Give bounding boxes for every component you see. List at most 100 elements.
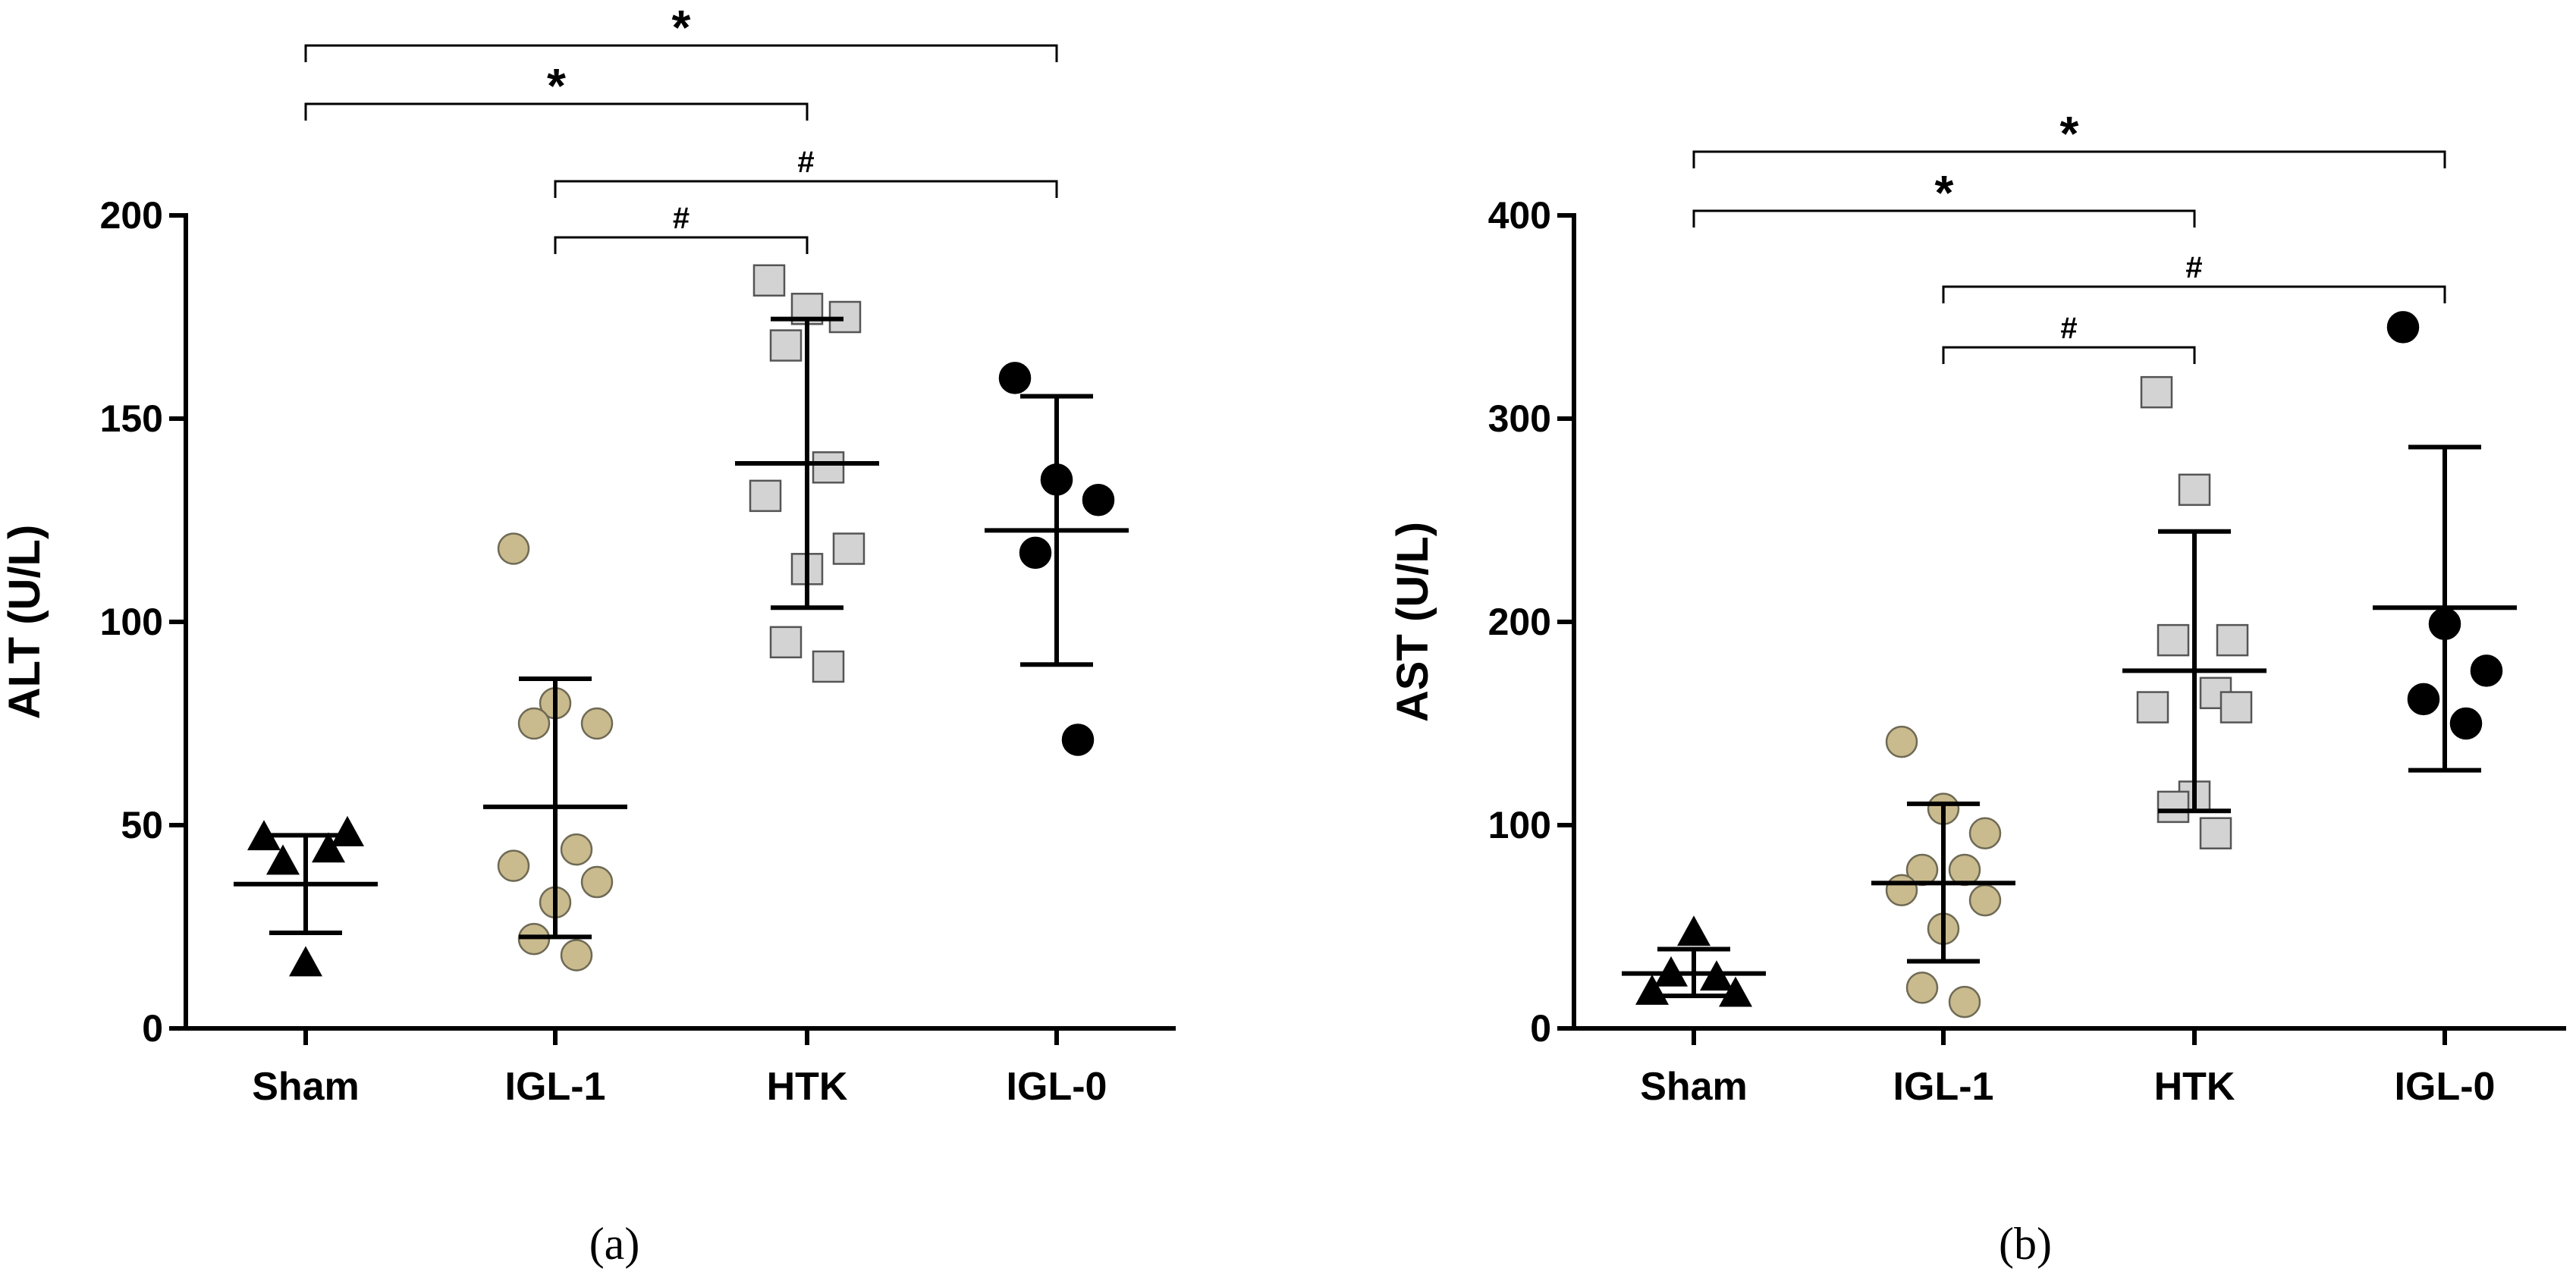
group-igl-1: [483, 532, 627, 972]
significance-bracket: #: [554, 146, 1058, 198]
data-point: [1968, 884, 2002, 917]
significance-bracket: #: [554, 202, 809, 254]
x-tick-label: Sham: [1640, 1065, 1748, 1109]
y-tick-label: 200: [1488, 601, 1551, 643]
data-point: [1885, 874, 1918, 907]
data-point: [1948, 853, 1981, 887]
y-tick-label: 100: [1488, 804, 1551, 846]
data-point: [2178, 473, 2211, 507]
data-point: [828, 300, 862, 334]
data-point: [812, 451, 845, 484]
chart-panel-b: 0 100 200 300 400 AST (U/L) Sham IGL-1 HTK IGL-0 *…: [1388, 106, 2566, 1269]
data-point: [2386, 311, 2420, 344]
y-tick-label: 300: [1488, 397, 1551, 440]
data-point: [1905, 972, 1939, 1004]
significance-label: #: [673, 202, 690, 235]
data-point: [266, 844, 300, 875]
panel-label: (b): [1999, 1219, 2052, 1269]
group-sham: [234, 815, 378, 977]
data-point: [497, 532, 530, 565]
y-tick-label: 0: [1530, 1007, 1551, 1050]
y-axis-title: AST (U/L): [1388, 522, 1437, 722]
significance-bracket: #: [1942, 312, 2196, 364]
significance-bracket: #: [1942, 251, 2446, 303]
data-point: [769, 626, 803, 659]
data-point: [1019, 536, 1052, 570]
data-point: [497, 849, 530, 882]
significance-bracket: *: [1692, 106, 2446, 168]
significance-bracket: *: [1692, 165, 2196, 228]
significance-label: #: [2185, 251, 2202, 284]
data-point: [1968, 817, 2002, 849]
significance-label: #: [797, 146, 814, 179]
x-tick-label: IGL-0: [1007, 1065, 1107, 1109]
y-tick-label: 400: [1488, 194, 1551, 237]
data-point: [1061, 724, 1095, 756]
data-point: [2136, 691, 2169, 724]
data-point: [560, 939, 593, 972]
data-point: [1677, 915, 1711, 946]
bracket-line: [554, 180, 1058, 198]
group-igl-0: [985, 362, 1129, 756]
x-tick-label: IGL-0: [2395, 1065, 2496, 1109]
data-point: [2219, 691, 2253, 724]
x-tick-label: IGL-1: [505, 1065, 606, 1109]
significance-bracket: *: [304, 58, 809, 121]
data-point: [2199, 817, 2232, 849]
x-tick-label: HTK: [2154, 1065, 2235, 1109]
group-igl-1: [1871, 725, 2015, 1019]
bracket-line: [1692, 150, 2446, 168]
bracket-line: [1942, 285, 2446, 303]
group-igl-0: [2373, 311, 2517, 773]
x-tick-label: IGL-1: [1893, 1065, 1994, 1109]
data-point: [2157, 790, 2190, 824]
significance-bracket: *: [304, 0, 1058, 62]
bracket-line: [1692, 209, 2196, 228]
data-point: [2407, 683, 2440, 716]
y-tick-label: 150: [100, 397, 163, 440]
chart-panel-a: 0 50 100 150 200 ALT (U/L) Sham IGL-1 HTK IGL-0 * *…: [0, 0, 1176, 1269]
group-htk: [735, 264, 879, 683]
data-point: [832, 532, 865, 565]
data-point: [2157, 623, 2190, 657]
data-point: [312, 832, 345, 863]
bracket-line: [304, 44, 1058, 62]
data-point: [812, 650, 845, 683]
data-point: [331, 815, 364, 846]
data-point: [1082, 483, 1115, 516]
y-axis-title: ALT (U/L): [0, 525, 49, 720]
bracket-line: [1942, 346, 2196, 364]
data-point: [769, 329, 803, 362]
y-tick-label: 50: [121, 804, 163, 846]
significance-label: *: [672, 0, 691, 55]
data-point: [1948, 985, 1981, 1019]
data-point: [580, 865, 614, 899]
significance-label: #: [2060, 312, 2077, 345]
data-point: [2140, 375, 2173, 409]
data-point: [752, 264, 786, 297]
data-point: [2449, 707, 2483, 740]
x-tick-label: Sham: [252, 1065, 360, 1109]
data-point: [289, 946, 322, 977]
panel-label: (a): [589, 1219, 640, 1269]
significance-label: *: [2060, 106, 2079, 161]
x-tick-label: HTK: [767, 1065, 848, 1109]
data-point: [580, 707, 614, 740]
data-point: [560, 833, 593, 866]
data-point: [749, 479, 782, 513]
y-tick-label: 200: [100, 194, 163, 237]
data-point: [998, 362, 1032, 394]
group-sham: [1622, 915, 1766, 1007]
bracket-line: [304, 102, 809, 121]
data-point: [2470, 654, 2503, 687]
data-point: [1885, 725, 1918, 758]
data-point: [517, 707, 551, 740]
significance-label: *: [1935, 165, 1954, 220]
data-point: [247, 820, 281, 851]
data-point: [1719, 976, 1752, 1007]
y-tick-label: 0: [142, 1007, 163, 1050]
significance-label: *: [547, 58, 566, 113]
bracket-line: [554, 236, 809, 254]
data-point: [2216, 623, 2249, 657]
